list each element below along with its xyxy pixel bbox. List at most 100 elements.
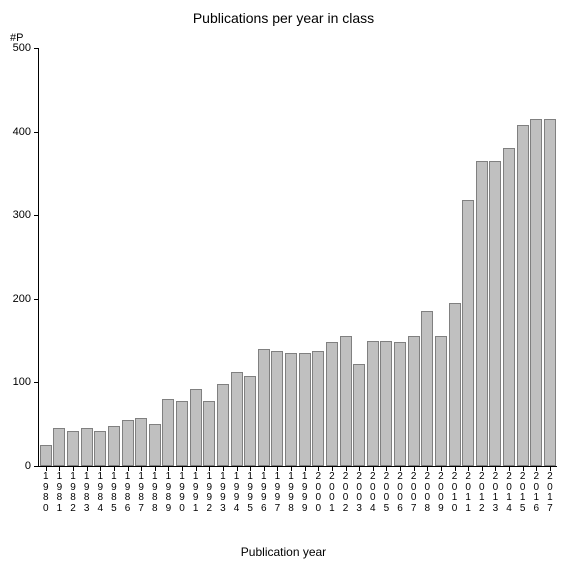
ytick-label: 100 — [13, 376, 31, 388]
ytick-mark — [34, 132, 39, 133]
ytick-mark — [34, 299, 39, 300]
xtick-label: 1 9 8 5 — [110, 472, 118, 514]
bar — [271, 351, 283, 466]
bar-slot: 2 0 0 3 — [352, 48, 366, 466]
bar — [203, 401, 215, 466]
bar — [122, 420, 134, 466]
xtick-label: 1 9 9 2 — [205, 472, 213, 514]
xtick-label: 1 9 9 0 — [178, 472, 186, 514]
bar — [162, 399, 174, 466]
ytick-label: 300 — [13, 209, 31, 221]
bar — [408, 336, 420, 466]
bar — [53, 428, 65, 466]
bar — [312, 351, 324, 466]
xtick-label: 1 9 9 4 — [233, 472, 241, 514]
bar — [476, 161, 488, 466]
bar-slot: 2 0 0 4 — [366, 48, 380, 466]
bar-slot: 1 9 8 2 — [66, 48, 80, 466]
bar — [421, 311, 433, 466]
bar-slot: 2 0 0 8 — [421, 48, 435, 466]
bar-slot: 1 9 9 2 — [203, 48, 217, 466]
bar-slot: 1 9 9 4 — [230, 48, 244, 466]
bar-slot: 2 0 1 1 — [461, 48, 475, 466]
xtick-label: 1 9 9 6 — [260, 472, 268, 514]
bar-slot: 1 9 9 6 — [257, 48, 271, 466]
ytick-mark — [34, 466, 39, 467]
ytick-mark — [34, 215, 39, 216]
bar — [244, 376, 256, 466]
xtick-label: 1 9 8 2 — [69, 472, 77, 514]
bar-slot: 1 9 9 8 — [284, 48, 298, 466]
bar-slot: 1 9 9 9 — [298, 48, 312, 466]
bar-slot: 2 0 0 6 — [393, 48, 407, 466]
bar-slot: 2 0 1 2 — [475, 48, 489, 466]
xtick-label: 2 0 1 7 — [546, 472, 554, 514]
xtick-label: 2 0 1 2 — [478, 472, 486, 514]
x-axis-label: Publication year — [0, 545, 567, 559]
bar — [380, 341, 392, 466]
xtick-label: 1 9 9 7 — [273, 472, 281, 514]
xtick-label: 2 0 0 9 — [437, 472, 445, 514]
xtick-label: 2 0 1 4 — [505, 472, 513, 514]
bar-slot: 1 9 9 0 — [175, 48, 189, 466]
bar — [190, 389, 202, 466]
bar-slot: 2 0 0 9 — [434, 48, 448, 466]
bar-slot: 2 0 1 3 — [489, 48, 503, 466]
bar-slot: 1 9 9 3 — [216, 48, 230, 466]
bar-slot: 1 9 8 0 — [39, 48, 53, 466]
bar — [544, 119, 556, 466]
bar — [299, 353, 311, 466]
bar-slot: 1 9 8 9 — [162, 48, 176, 466]
bar — [367, 341, 379, 466]
bar-slot: 1 9 9 1 — [189, 48, 203, 466]
bar — [530, 119, 542, 466]
ytick-label: 400 — [13, 126, 31, 138]
bar-slot: 1 9 8 4 — [94, 48, 108, 466]
bar-slot: 2 0 0 5 — [380, 48, 394, 466]
bar-slot: 2 0 0 1 — [325, 48, 339, 466]
bar-slot: 2 0 1 5 — [516, 48, 530, 466]
xtick-label: 2 0 0 1 — [328, 472, 336, 514]
chart-title: Publications per year in class — [0, 10, 567, 26]
bar-slot: 1 9 8 1 — [53, 48, 67, 466]
ytick-label: 500 — [13, 42, 31, 54]
xtick-label: 2 0 0 6 — [396, 472, 404, 514]
xtick-label: 2 0 1 1 — [464, 472, 472, 514]
bar — [40, 445, 52, 466]
xtick-label: 1 9 8 6 — [124, 472, 132, 514]
bar — [394, 342, 406, 466]
xtick-label: 2 0 0 3 — [355, 472, 363, 514]
xtick-label: 2 0 1 5 — [519, 472, 527, 514]
ytick-label: 0 — [25, 460, 31, 472]
xtick-label: 2 0 1 3 — [491, 472, 499, 514]
bar — [353, 364, 365, 466]
bar-slot: 1 9 9 7 — [271, 48, 285, 466]
bars-group: 1 9 8 01 9 8 11 9 8 21 9 8 31 9 8 41 9 8… — [39, 48, 557, 466]
xtick-label: 1 9 8 7 — [137, 472, 145, 514]
xtick-label: 1 9 9 8 — [287, 472, 295, 514]
xtick-label: 1 9 9 3 — [219, 472, 227, 514]
xtick-label: 2 0 1 6 — [532, 472, 540, 514]
bar — [217, 384, 229, 466]
xtick-label: 1 9 8 8 — [151, 472, 159, 514]
xtick-label: 1 9 9 9 — [301, 472, 309, 514]
bar — [489, 161, 501, 466]
xtick-label: 2 0 0 2 — [342, 472, 350, 514]
xtick-label: 2 0 1 0 — [451, 472, 459, 514]
bar — [231, 372, 243, 466]
bar-slot: 2 0 0 0 — [312, 48, 326, 466]
bar — [176, 401, 188, 466]
bar-slot: 1 9 9 5 — [243, 48, 257, 466]
bar — [149, 424, 161, 466]
bar — [517, 125, 529, 466]
bar-slot: 1 9 8 5 — [107, 48, 121, 466]
bar-slot: 2 0 1 0 — [448, 48, 462, 466]
xtick-label: 1 9 8 1 — [55, 472, 63, 514]
xtick-label: 1 9 8 3 — [83, 472, 91, 514]
bar — [435, 336, 447, 466]
bar — [449, 303, 461, 466]
bar-slot: 2 0 1 4 — [502, 48, 516, 466]
plot-area: 1 9 8 01 9 8 11 9 8 21 9 8 31 9 8 41 9 8… — [38, 48, 557, 467]
xtick-label: 2 0 0 4 — [369, 472, 377, 514]
xtick-label: 1 9 9 1 — [192, 472, 200, 514]
